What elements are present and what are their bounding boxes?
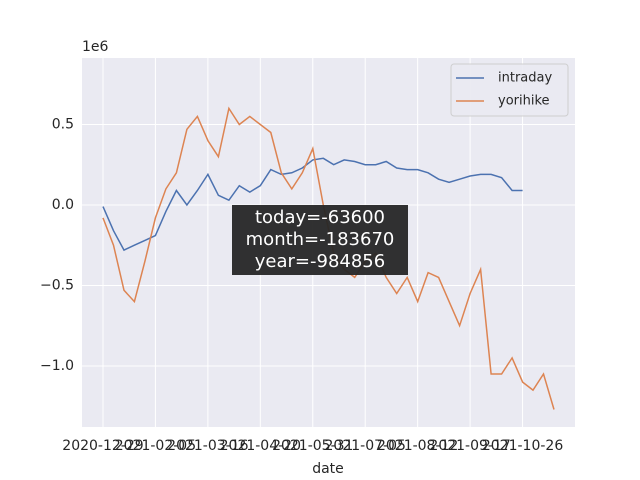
y-tick-label: −0.5 [40, 277, 74, 293]
x-tick-label: 2021-08-12 [377, 438, 458, 454]
line-series [102, 157, 523, 252]
x-tick-label: 2020-12-29 [62, 438, 143, 454]
annotation-text: month=-183670 [246, 229, 395, 250]
y-tick-label: −1.0 [40, 358, 74, 374]
x-tick-label: 2021-07-05 [325, 438, 406, 454]
x-tick-label: 2021-05-31 [272, 438, 353, 454]
x-axis-label: date [312, 461, 344, 477]
legend-box [450, 63, 569, 117]
annotation-text: today=-63600 [255, 207, 385, 228]
x-tick-label: 2021-02-05 [115, 438, 196, 454]
y-tick-label: 0.5 [52, 116, 74, 132]
x-tick-label: 2021-04-20 [220, 438, 301, 454]
x-tick-label: 2021-09-17 [429, 438, 510, 454]
legend-label: yorihike [498, 94, 550, 109]
annotation-text: year=-984856 [255, 251, 385, 272]
y-tick-label: 0.0 [52, 197, 74, 213]
annotation-box [232, 205, 408, 275]
y-offset-label: 1e6 [82, 39, 109, 55]
x-tick-label: 2021-03-16 [167, 438, 248, 454]
x-tick-label: 2021-10-26 [482, 438, 563, 454]
legend-label: intraday [498, 71, 552, 86]
